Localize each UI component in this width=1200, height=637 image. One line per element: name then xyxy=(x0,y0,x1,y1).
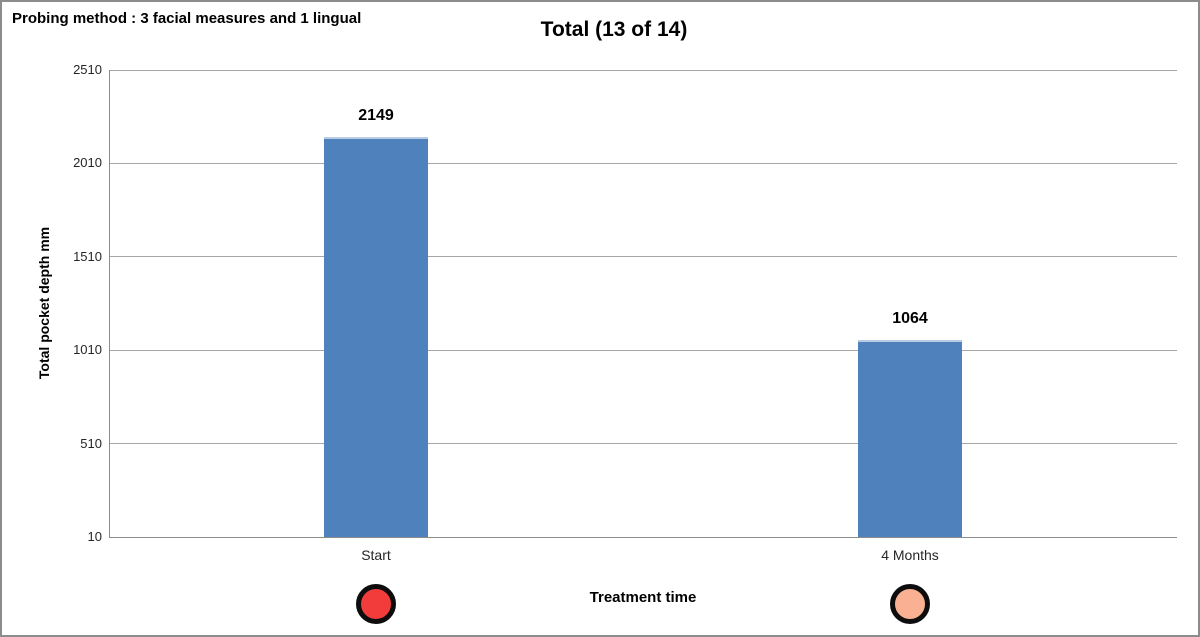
x-category-label-4-months: 4 Months xyxy=(881,547,939,563)
bar-value-label-start: 2149 xyxy=(358,107,394,125)
y-tick-label: 1010 xyxy=(73,342,102,358)
y-tick-label: 510 xyxy=(80,435,102,451)
gridline xyxy=(109,69,1177,71)
gridline xyxy=(109,349,1177,351)
y-tick-label: 2510 xyxy=(73,62,102,77)
red-circle-icon xyxy=(356,584,396,624)
bar-4-months xyxy=(858,340,962,537)
x-axis-line xyxy=(109,537,1177,538)
y-axis-line xyxy=(109,70,110,537)
gridline xyxy=(109,443,1177,445)
x-category-label-start: Start xyxy=(361,547,391,563)
chart-title: Total (13 of 14) xyxy=(540,18,688,41)
y-tick-label: 10 xyxy=(87,529,102,544)
gridline xyxy=(109,162,1177,164)
y-tick-label: 1510 xyxy=(73,248,102,264)
bar-start xyxy=(324,137,428,537)
probing-method-note: Probing method : 3 facial measures and 1… xyxy=(12,10,362,27)
bar-value-label-4-months: 1064 xyxy=(892,310,928,328)
gridline xyxy=(109,256,1177,258)
y-tick-label: 2010 xyxy=(73,155,102,171)
salmon-circle-icon xyxy=(890,584,930,624)
x-axis-title: Treatment time xyxy=(589,589,697,606)
